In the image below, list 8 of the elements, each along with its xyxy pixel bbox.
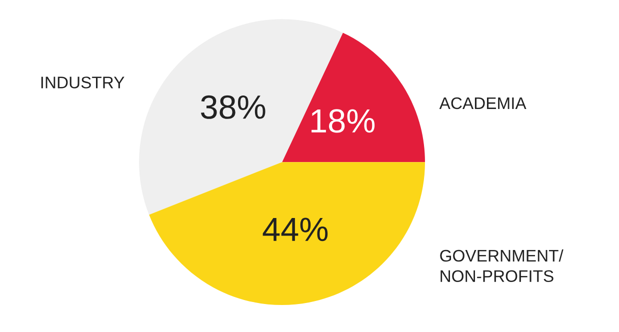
data-label: 38%	[200, 95, 266, 119]
pie-slice	[282, 32, 426, 162]
data-label: 44%	[262, 218, 328, 242]
pie-slice	[149, 162, 426, 305]
data-label: 18%	[312, 109, 375, 133]
slice-label: GOVERNMENT/ NON-PROFITS	[440, 249, 564, 282]
slice-label: ACADEMIA	[439, 97, 526, 110]
slice-label: INDUSTRY	[41, 76, 124, 88]
